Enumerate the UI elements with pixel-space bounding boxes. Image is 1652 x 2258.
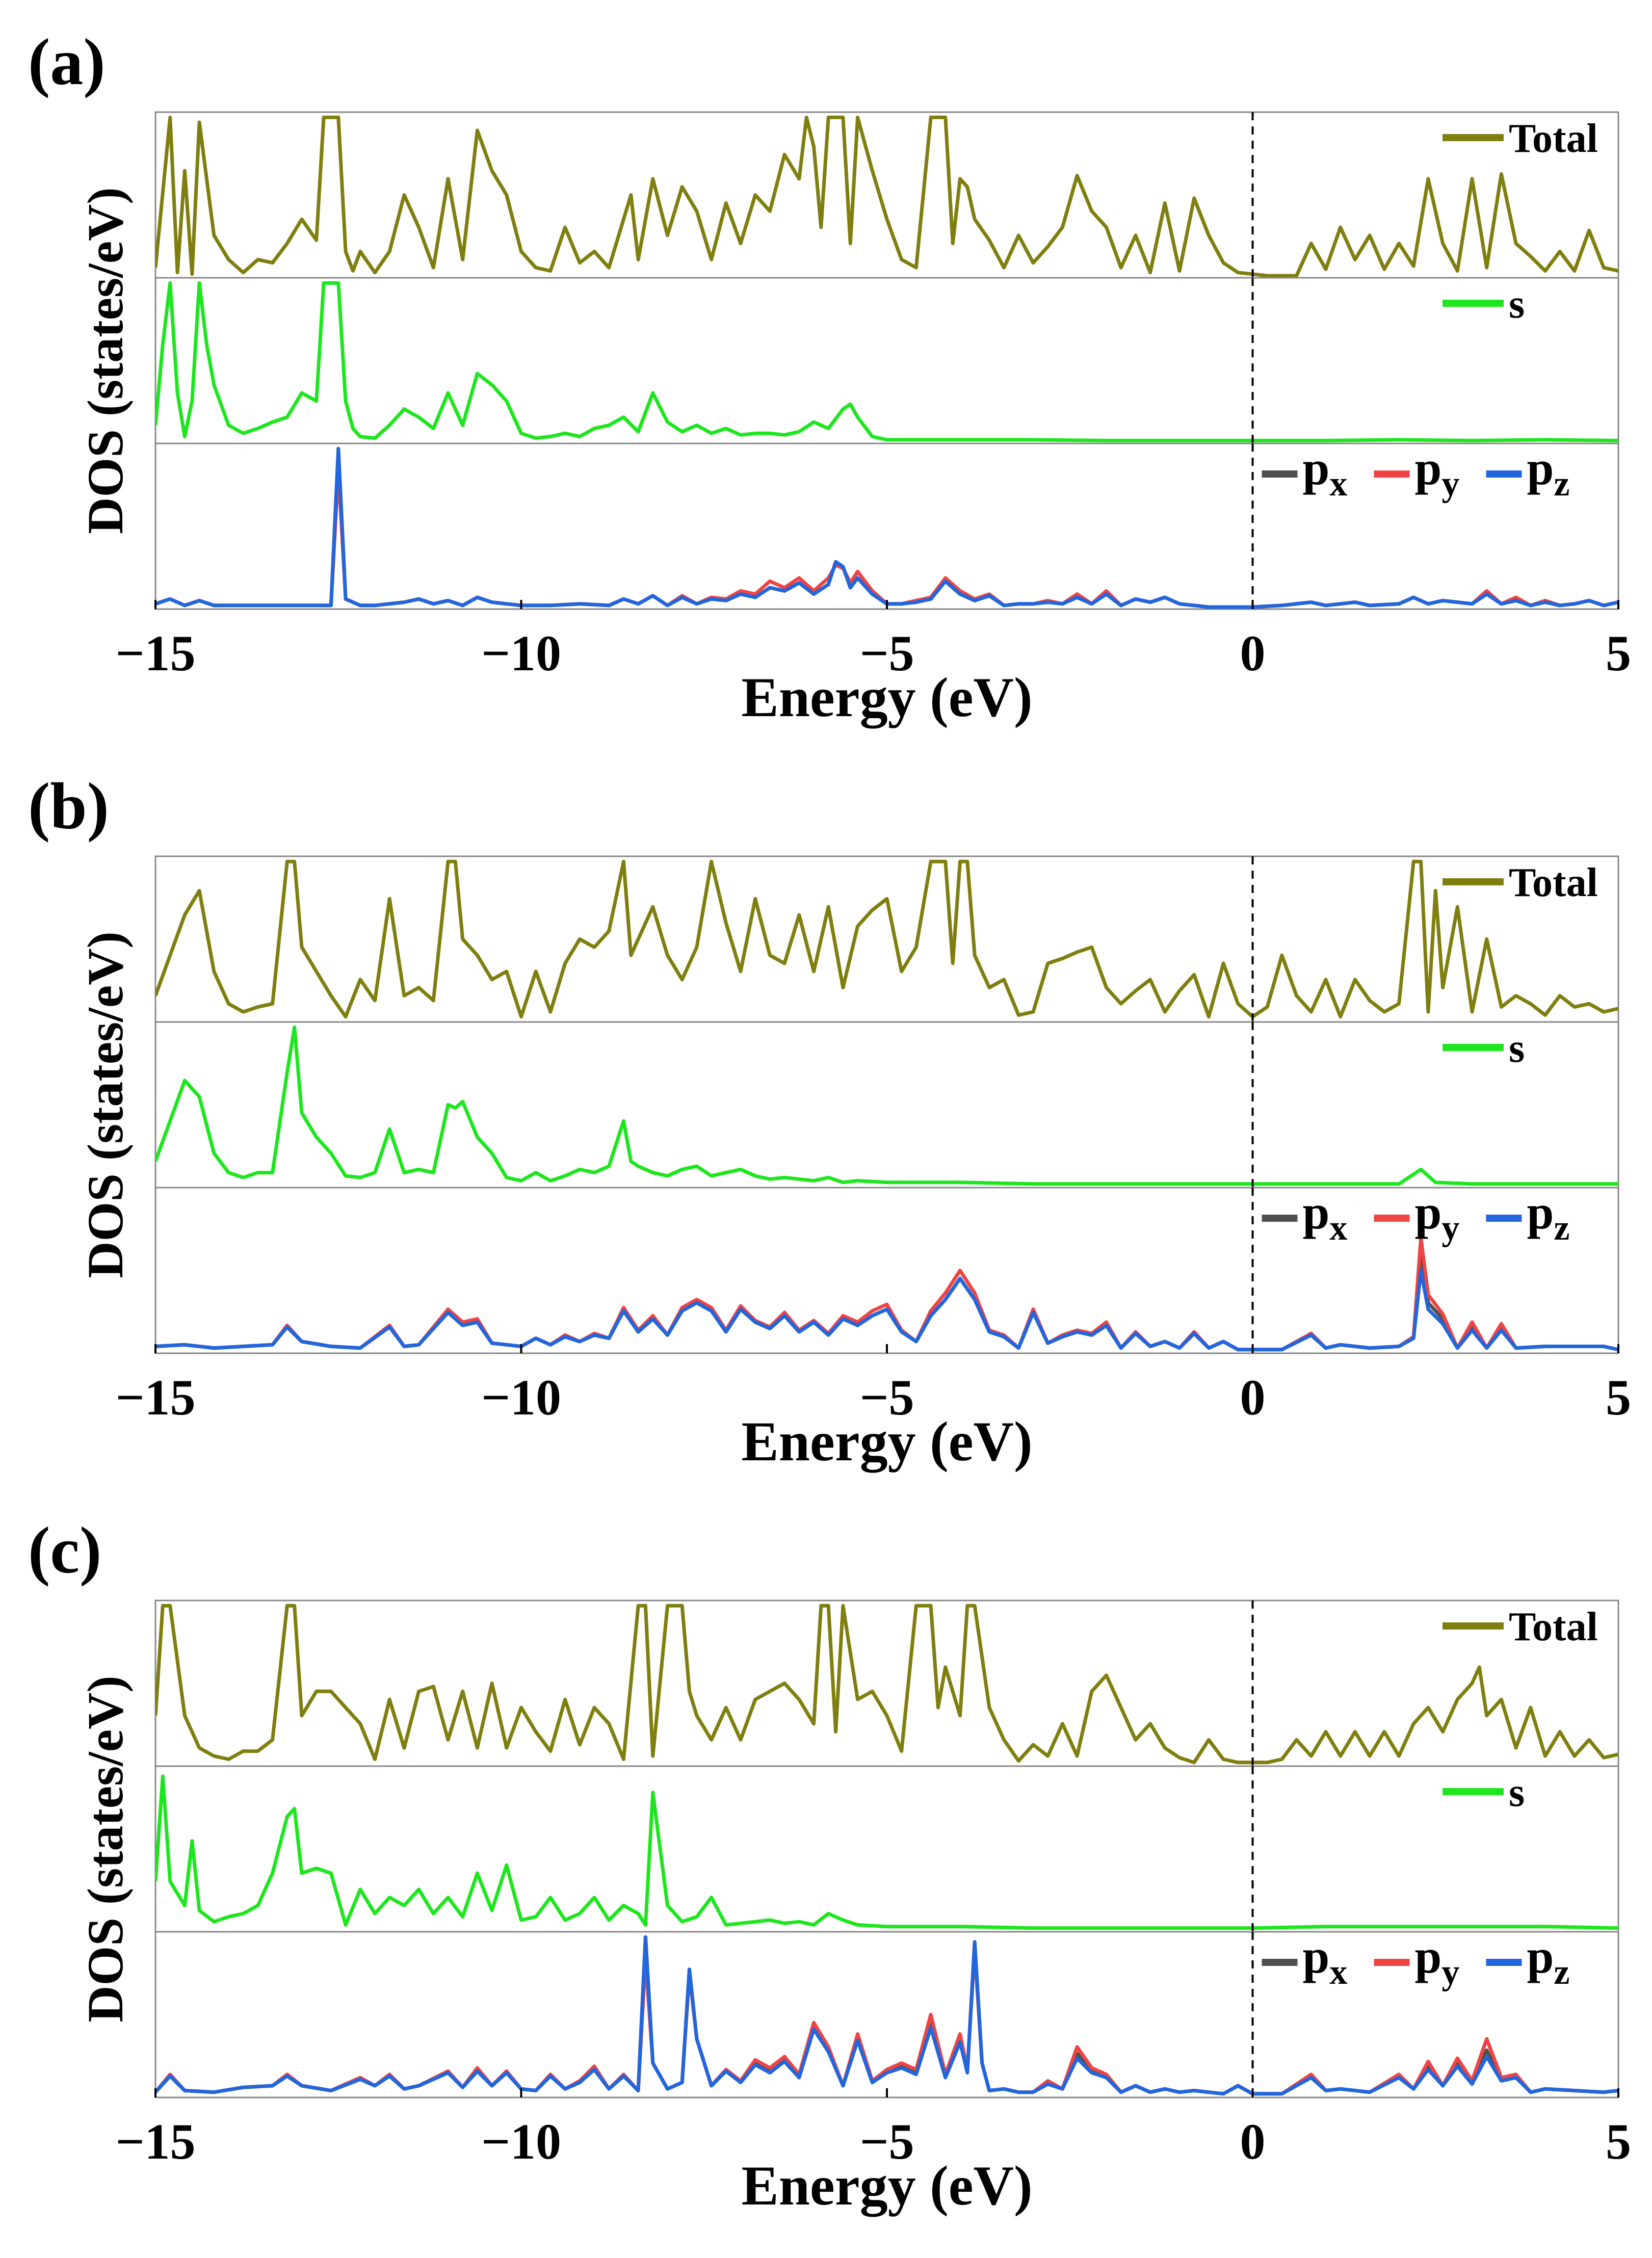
y-axis-label: DOS (states/eV)	[77, 187, 134, 534]
panel-label: (c)	[28, 1514, 101, 1587]
legend-subscript: x	[1329, 1209, 1347, 1248]
legend-label-pz: pz	[1527, 1929, 1570, 1992]
series-line-pz	[155, 1269, 1618, 1352]
legend-base: p	[1527, 1929, 1554, 1983]
legend-subscript: z	[1554, 1953, 1569, 1992]
legend-base: p	[1303, 1185, 1330, 1239]
legend-label-px: px	[1303, 1929, 1348, 1992]
legend-base: p	[1415, 1929, 1442, 1983]
series-line-s	[155, 1025, 1618, 1186]
subplot-s: s	[154, 1765, 1619, 1933]
legend-subscript: y	[1441, 464, 1459, 504]
x-tick-label: −10	[481, 1369, 561, 1426]
x-tick-label: −10	[481, 2113, 561, 2170]
series-line-pz	[155, 447, 1618, 609]
panel-label: (b)	[28, 770, 109, 843]
x-tick-label: −5	[860, 1369, 914, 1426]
panel-label: (a)	[28, 25, 106, 99]
legend-label-pz: pz	[1527, 441, 1570, 504]
series-line-total	[155, 859, 1618, 1019]
legend-base: p	[1527, 1185, 1554, 1239]
x-axis-label: Energy (eV)	[741, 666, 1032, 728]
x-tick-label: −15	[116, 2113, 196, 2170]
x-tick-label: 0	[1240, 625, 1266, 681]
x-tick-label: −5	[860, 2113, 914, 2170]
y-axis-label: DOS (states/eV)	[77, 931, 134, 1278]
x-tick-label: −5	[860, 625, 914, 681]
subplot-total: Total	[154, 855, 1619, 1023]
legend-subscript: x	[1329, 1953, 1347, 1992]
legend-base: p	[1415, 441, 1442, 495]
legend-label-px: px	[1303, 441, 1348, 504]
series-line-total	[155, 115, 1618, 278]
legend-base: p	[1527, 441, 1554, 495]
subplot-total: Total	[154, 111, 1619, 279]
legend-subscript: x	[1329, 464, 1347, 504]
x-tick-label: −15	[116, 1369, 196, 1426]
legend-subscript: y	[1441, 1953, 1459, 1992]
legend-label-py: py	[1415, 1185, 1460, 1248]
legend-base: p	[1303, 1929, 1330, 1983]
legend-subscript: y	[1441, 1209, 1459, 1248]
x-axis-label: Energy (eV)	[741, 2155, 1032, 2217]
series-line-s	[155, 1774, 1618, 1930]
x-tick-label: 5	[1606, 2113, 1631, 2170]
legend-label-py: py	[1415, 1929, 1460, 1992]
legend-base: p	[1415, 1185, 1442, 1239]
x-tick-label: 5	[1606, 625, 1631, 681]
legend-label-pz: pz	[1527, 1185, 1570, 1248]
subplot-p: px py pz	[154, 441, 1619, 610]
legend-label-total: Total	[1509, 1605, 1598, 1649]
legend-label-py: py	[1415, 441, 1460, 504]
legend-base: p	[1303, 441, 1330, 495]
x-axis-label: Energy (eV)	[741, 1410, 1032, 1473]
legend-subscript: z	[1554, 464, 1569, 504]
legend-subscript: z	[1554, 1209, 1569, 1248]
subplot-p: px py pz	[154, 1929, 1619, 2098]
x-tick-label: −10	[481, 625, 561, 681]
x-tick-label: 5	[1606, 1369, 1631, 1426]
y-axis-label: DOS (states/eV)	[77, 1675, 134, 2022]
legend-label-total: Total	[1509, 116, 1598, 161]
series-line-pz	[155, 1935, 1618, 2096]
legend-label-s: s	[1509, 1026, 1525, 1071]
legend-label-px: px	[1303, 1185, 1348, 1248]
x-tick-label: 0	[1240, 1369, 1266, 1426]
legend-label-s: s	[1509, 1770, 1525, 1815]
x-tick-label: −15	[116, 625, 196, 681]
subplot-p: px py pz	[154, 1185, 1619, 1354]
legend-label-total: Total	[1509, 860, 1598, 905]
legend-label-s: s	[1509, 282, 1525, 327]
series-line-total	[155, 1604, 1618, 1765]
x-tick-label: 0	[1240, 2113, 1266, 2170]
series-line-s	[155, 281, 1618, 442]
